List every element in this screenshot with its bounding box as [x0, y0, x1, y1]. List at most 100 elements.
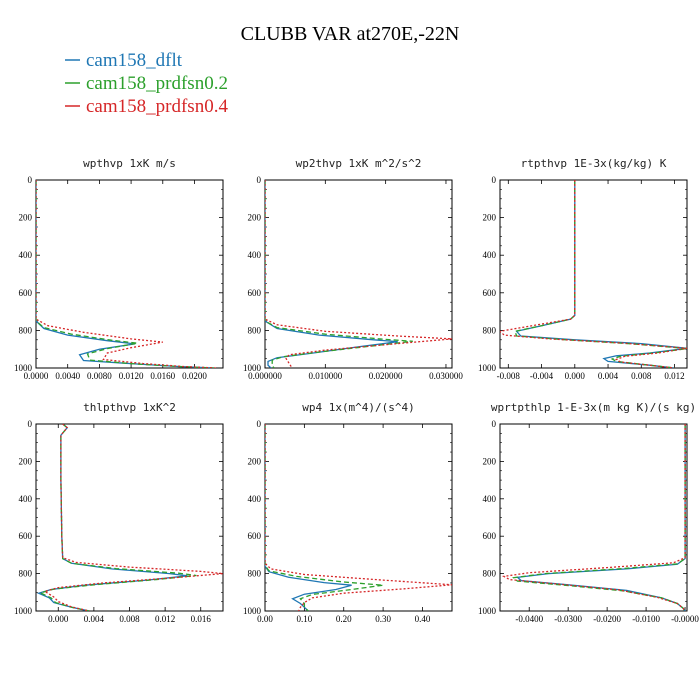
y-tick-label: 200: [483, 213, 497, 223]
panel-title: wp4 1x(m^4)/(s^4): [302, 401, 415, 414]
series-line: [515, 180, 687, 368]
series-line: [265, 424, 384, 611]
y-tick-label: 1000: [478, 363, 497, 373]
panel-title: thlpthvp 1xK^2: [83, 401, 176, 414]
y-tick-label: 800: [248, 569, 262, 579]
x-tick-label: 0.020000: [369, 371, 403, 381]
y-tick-label: 0: [492, 175, 497, 185]
plot-frame: [35, 423, 224, 612]
x-tick-label: 0.000000: [248, 371, 282, 381]
plot-frame: [499, 423, 688, 612]
panel-title: wpthvp 1xK m/s: [83, 157, 176, 170]
panel-title: rtpthvp 1E-3x(kg/kg) K: [521, 157, 667, 170]
figure-title: CLUBB VAR at270E,-22N: [241, 23, 460, 45]
y-tick-label: 400: [483, 494, 497, 504]
y-tick-label: 800: [19, 325, 33, 335]
x-tick-label: -0.0100: [632, 614, 660, 624]
y-tick-label: 800: [483, 325, 497, 335]
x-tick-label: 0.0160: [150, 371, 175, 381]
y-tick-label: 0: [492, 419, 497, 429]
x-tick-label: 0.008: [119, 614, 140, 624]
legend-label: cam158_dflt: [86, 50, 183, 71]
series-line: [514, 180, 687, 368]
x-tick-label: 0.20: [336, 614, 352, 624]
y-tick-label: 600: [483, 531, 497, 541]
series-line: [36, 180, 215, 368]
series-line: [43, 424, 223, 611]
x-tick-label: 0.30: [375, 614, 391, 624]
plot-frame: [35, 179, 224, 369]
x-tick-label: 0.012: [664, 371, 684, 381]
x-tick-label: 0.00: [257, 614, 273, 624]
series-line: [500, 180, 687, 368]
series-line: [501, 424, 686, 611]
x-tick-label: 0.000: [565, 371, 586, 381]
x-tick-label: 0.008: [631, 371, 652, 381]
legend: cam158_dfltcam158_prdfsn0.2cam158_prdfsn…: [65, 50, 228, 117]
x-tick-label: -0.0400: [515, 614, 543, 624]
chart-panel: thlpthvp 1xK^2 0 200 400 600 800 1000 0.000 0.00…: [14, 401, 224, 624]
y-tick-label: 1000: [14, 363, 33, 373]
series-line: [265, 424, 452, 611]
x-tick-label: 0.000: [48, 614, 69, 624]
series-line: [265, 180, 398, 368]
y-tick-label: 200: [483, 456, 497, 466]
series-line: [36, 180, 215, 368]
y-tick-label: 1000: [243, 363, 262, 373]
y-tick-label: 200: [248, 213, 262, 223]
x-tick-label: -0.0300: [554, 614, 582, 624]
x-tick-label: 0.016: [191, 614, 212, 624]
y-tick-label: 0: [28, 175, 33, 185]
plot-frame: [499, 179, 688, 369]
y-tick-label: 600: [19, 288, 33, 298]
panel-title: wprtpthlp 1-E-3x(m kg K)/(s kg): [491, 401, 696, 414]
legend-label: cam158_prdfsn0.2: [86, 73, 228, 94]
series-line: [512, 424, 686, 611]
y-tick-label: 400: [19, 494, 33, 504]
series-line: [36, 180, 217, 368]
legend-label: cam158_prdfsn0.4: [86, 96, 228, 117]
x-tick-label: 0.10: [296, 614, 312, 624]
y-tick-label: 600: [19, 531, 33, 541]
y-tick-label: 600: [248, 531, 262, 541]
x-tick-label: -0.0000: [671, 614, 699, 624]
y-tick-label: 800: [19, 569, 33, 579]
y-tick-label: 1000: [243, 606, 262, 616]
y-tick-label: 1000: [14, 606, 33, 616]
series-line: [38, 424, 197, 611]
x-tick-label: 0.0120: [119, 371, 144, 381]
y-tick-label: 200: [19, 456, 33, 466]
x-tick-label: 0.004: [84, 614, 105, 624]
x-tick-label: 0.012: [155, 614, 175, 624]
y-tick-label: 600: [248, 288, 262, 298]
y-tick-label: 200: [19, 213, 33, 223]
y-tick-label: 0: [257, 175, 262, 185]
chart-panel: wpthvp 1xK m/s 0 200 400 600 800 10000.0000 0.0…: [14, 157, 224, 381]
y-tick-label: 200: [248, 456, 262, 466]
x-tick-label: -0.008: [497, 371, 521, 381]
chart-panel: wp2thvp 1xK m^2/s^2 0 200 400 600 800 10000.00…: [243, 157, 463, 381]
y-tick-label: 400: [483, 250, 497, 260]
y-tick-label: 600: [483, 288, 497, 298]
y-tick-label: 0: [257, 419, 262, 429]
chart-panel: wprtpthlp 1-E-3x(m kg K)/(s kg) 0 200 400 60…: [478, 401, 699, 624]
x-tick-label: 0.40: [415, 614, 431, 624]
y-tick-label: 800: [248, 325, 262, 335]
chart-panel: rtpthvp 1E-3x(kg/kg) K02004006008001000-…: [478, 157, 688, 381]
x-tick-label: 0.0040: [55, 371, 80, 381]
chart-panel: wp4 1x(m^4)/(s^4) 0 200 400 600 800 10000.00 0.…: [243, 401, 453, 624]
y-tick-label: 400: [19, 250, 33, 260]
x-tick-label: 0.010000: [308, 371, 342, 381]
series-line: [265, 180, 413, 368]
x-tick-label: 0.004: [598, 371, 619, 381]
x-tick-label: -0.004: [530, 371, 554, 381]
series-line: [265, 424, 352, 611]
y-tick-label: 0: [28, 419, 33, 429]
x-tick-label: 0.0200: [182, 371, 207, 381]
series-line: [265, 180, 452, 368]
y-tick-label: 800: [483, 569, 497, 579]
y-tick-label: 400: [248, 494, 262, 504]
panel-title: wp2thvp 1xK m^2/s^2: [296, 157, 422, 170]
